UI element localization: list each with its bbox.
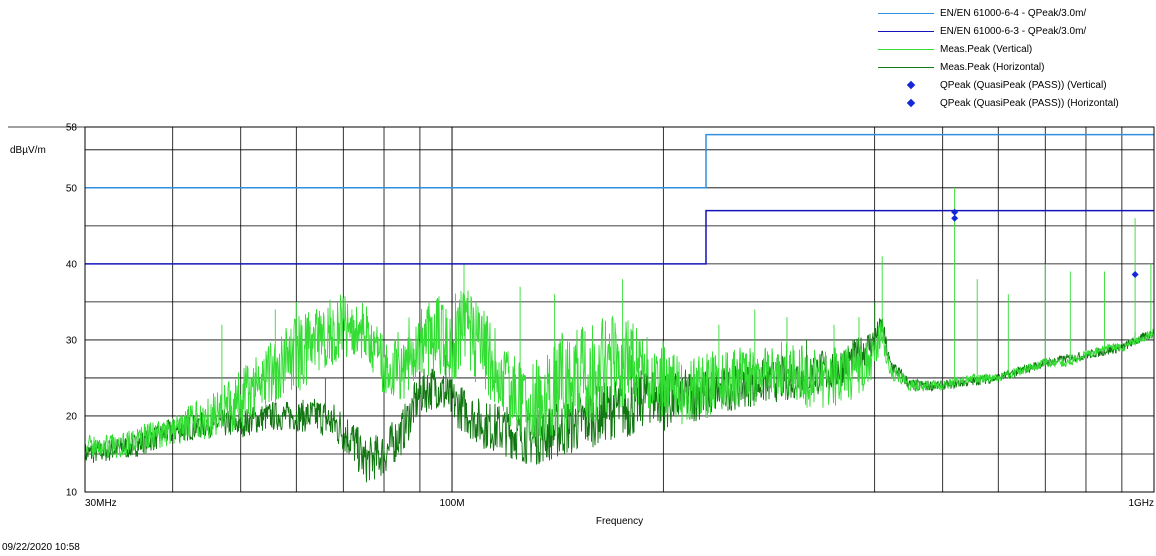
legend-swatch <box>870 43 934 55</box>
y-tick-label: 30 <box>66 335 78 346</box>
quasi-peak-marker-vertical <box>951 208 959 216</box>
limit-lines <box>85 133 1154 265</box>
y-tick-label: 58 <box>66 123 78 134</box>
legend-label: EN/EN 61000-6-4 - QPeak/3.0m/ <box>940 7 1087 19</box>
trace-vertical <box>84 187 1155 459</box>
x-tick-label: 30MHz <box>85 498 117 509</box>
legend-label: QPeak (QuasiPeak (PASS)) (Horizontal) <box>940 97 1119 109</box>
legend-item: EN/EN 61000-6-3 - QPeak/3.0m/ <box>870 22 1119 40</box>
plot-frame <box>84 126 1155 493</box>
quasi-peak-marker-horizontal <box>951 214 959 222</box>
legend-item: Meas.Peak (Horizontal) <box>870 58 1119 76</box>
legend-item: EN/EN 61000-6-4 - QPeak/3.0m/ <box>870 4 1119 22</box>
x-axis-label: Frequency <box>596 516 643 527</box>
y-tick-label: 20 <box>66 411 78 422</box>
axis-labels: 10 20 30 40 50 58 dBµV/m 30MHz 100M 1GHz Frequency <box>10 123 1154 528</box>
legend-swatch <box>870 25 934 37</box>
legend-item: Meas.Peak (Vertical) <box>870 40 1119 58</box>
quasi-peak-marker-vertical <box>1131 271 1139 279</box>
trace-horizontal <box>84 301 1155 483</box>
legend-item: QPeak (QuasiPeak (PASS)) (Horizontal) <box>870 94 1119 112</box>
chart-traces <box>84 187 1155 483</box>
legend-label: Meas.Peak (Vertical) <box>940 43 1033 55</box>
legend-label: QPeak (QuasiPeak (PASS)) (Vertical) <box>940 79 1107 91</box>
x-tick-label: 1GHz <box>1128 498 1154 509</box>
legend-swatch <box>870 61 934 73</box>
y-tick-label: 10 <box>66 488 78 499</box>
legend-swatch <box>870 97 934 109</box>
limit-line-1 <box>85 133 1154 189</box>
y-tick-label: 50 <box>66 183 78 194</box>
legend-swatch <box>870 79 934 91</box>
quasi-peak-markers <box>951 208 1139 279</box>
timestamp: 09/22/2020 10:58 <box>2 542 80 553</box>
legend-swatch <box>870 7 934 19</box>
legend-label: Meas.Peak (Horizontal) <box>940 61 1045 73</box>
legend: EN/EN 61000-6-4 - QPeak/3.0m/EN/EN 61000… <box>870 4 1119 112</box>
x-tick-label: 100M <box>440 498 465 509</box>
y-tick-label: 40 <box>66 259 78 270</box>
y-axis-label: dBµV/m <box>10 145 46 156</box>
legend-item: QPeak (QuasiPeak (PASS)) (Vertical) <box>870 76 1119 94</box>
limit-line-2 <box>85 209 1154 265</box>
legend-label: EN/EN 61000-6-3 - QPeak/3.0m/ <box>940 25 1087 37</box>
